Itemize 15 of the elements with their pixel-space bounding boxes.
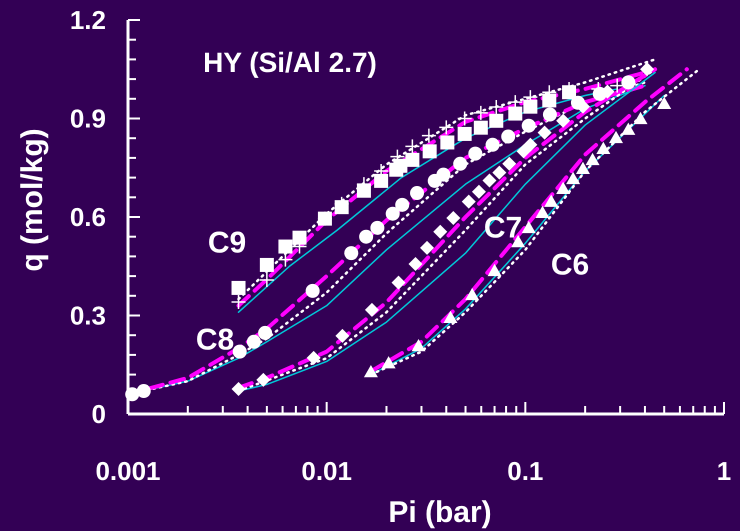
annotation: C8 <box>196 324 234 356</box>
text: HY (Si/Al 2.7) <box>203 47 377 78</box>
y-tick-label: 0 <box>92 399 106 429</box>
x-tick-label: 1 <box>716 456 732 486</box>
y-tick-label: 0.3 <box>70 300 106 330</box>
x-tick-label: 0.01 <box>301 456 352 486</box>
y-axis-title: q (mol/kg) <box>16 128 49 272</box>
y-tick-label: 0.9 <box>70 104 106 134</box>
y-tick-label: 0.6 <box>70 202 106 232</box>
x-tick-label: 0.1 <box>507 456 544 486</box>
x-axis-title: Pi (bar) <box>388 496 492 529</box>
x-tick-label: 0.001 <box>95 456 161 486</box>
annotation: C6 <box>550 248 590 282</box>
y-tick-label: 1.2 <box>70 5 106 35</box>
annotation: C9 <box>208 226 246 260</box>
